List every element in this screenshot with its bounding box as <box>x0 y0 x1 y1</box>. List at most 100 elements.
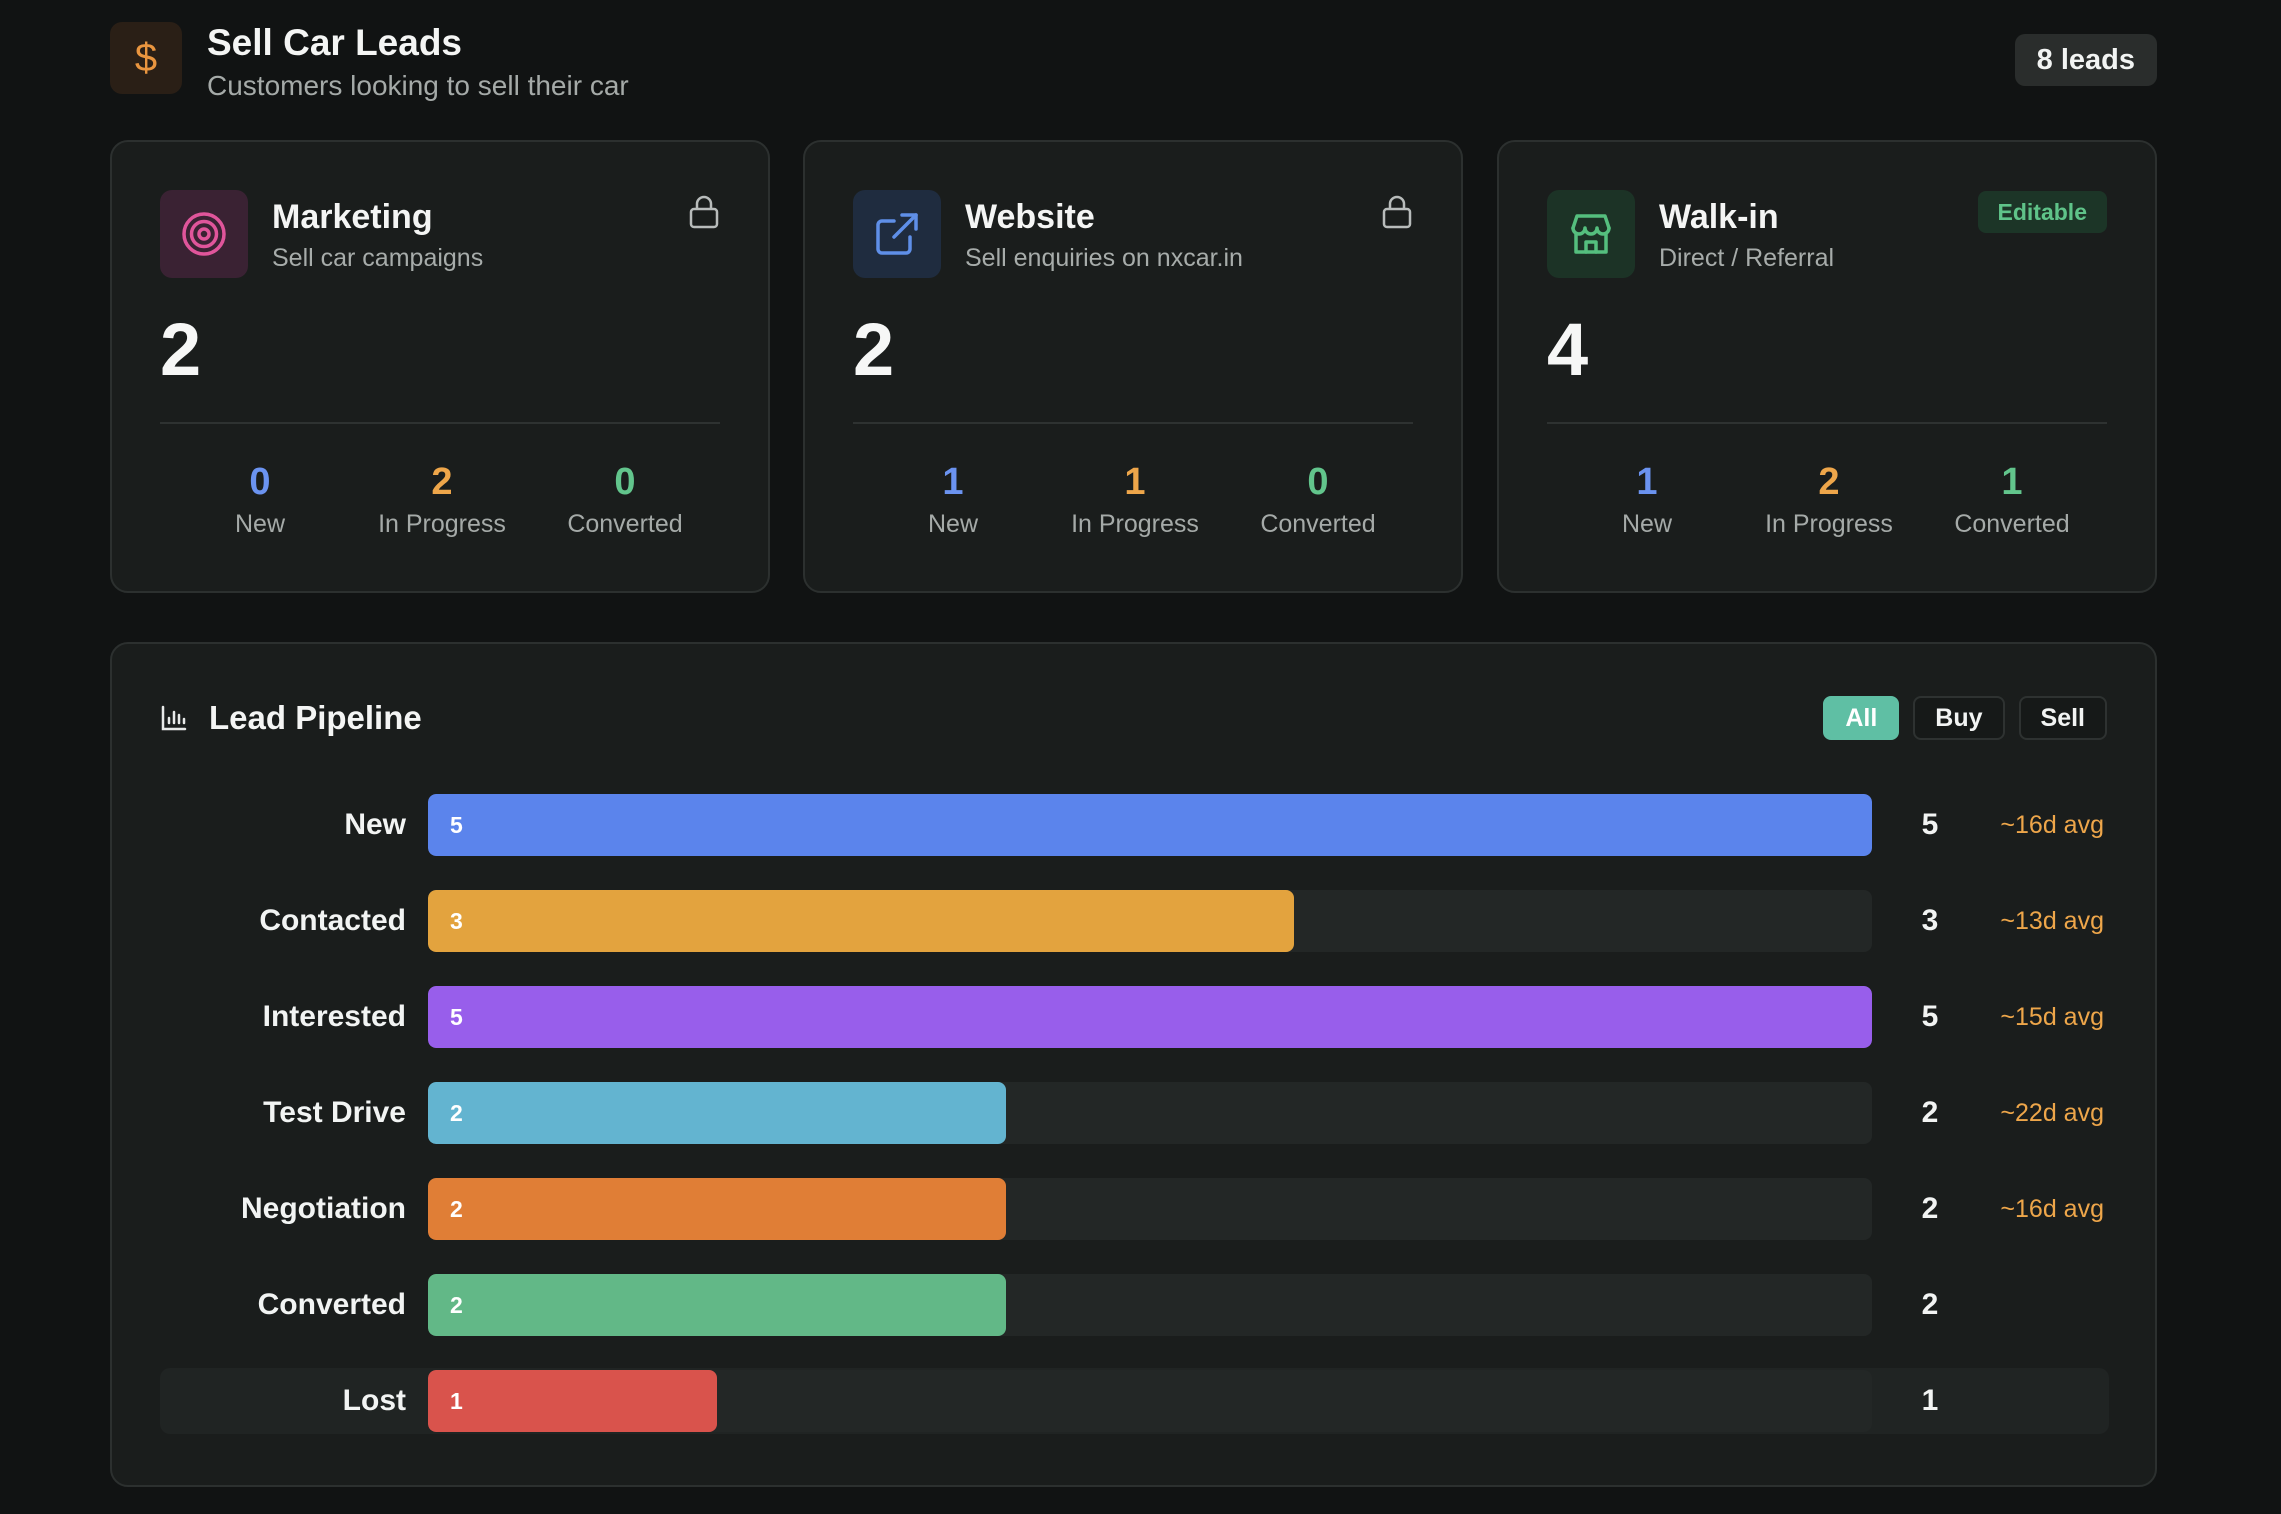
lock-icon <box>1382 195 1412 229</box>
stage-count: 2 <box>1921 1288 1939 1321</box>
stage-label: Negotiation <box>241 1192 406 1225</box>
stat-value: 1 <box>942 461 964 503</box>
stage-label: Test Drive <box>263 1096 406 1129</box>
filter-all-button[interactable]: All <box>1823 696 1900 740</box>
source-name: Marketing <box>272 198 433 236</box>
stat-value: 1 <box>1124 461 1146 503</box>
stat-in-progress: 2 In Progress <box>1734 460 1924 539</box>
stage-track: 1 <box>428 1370 1872 1432</box>
stage-count: 1 <box>1921 1384 1939 1417</box>
stat-value: 1 <box>2001 461 2023 503</box>
stage-avg <box>1990 1272 2104 1338</box>
stage-avg <box>1990 1368 2104 1434</box>
stage-track: 2 <box>428 1178 1872 1240</box>
stat-value: 2 <box>1818 461 1840 503</box>
stage-bar: 5 <box>428 794 1872 856</box>
source-description: Direct / Referral <box>1659 244 1835 272</box>
source-description: Sell car campaigns <box>272 244 484 272</box>
pipeline-filters: All Buy Sell <box>1823 696 2107 740</box>
stage-label: Lost <box>342 1384 406 1417</box>
stage-bar: 2 <box>428 1082 1006 1144</box>
stat-in-progress: 2 In Progress <box>347 460 537 539</box>
external-link-icon <box>853 190 941 278</box>
stat-label: In Progress <box>1765 510 1893 538</box>
stage-avg: ~16d avg <box>2000 1195 2104 1223</box>
page-subtitle: Customers looking to sell their car <box>207 70 629 101</box>
stat-value: 0 <box>1307 461 1329 503</box>
source-total: 4 <box>1547 308 1589 391</box>
stage-bar: 5 <box>428 986 1872 1048</box>
stage-avg: ~16d avg <box>2000 811 2104 839</box>
stage-label: Converted <box>257 1288 406 1321</box>
bar-chart-icon <box>161 705 187 731</box>
stage-label: Interested <box>262 1000 406 1033</box>
pipeline-title: Lead Pipeline <box>209 699 422 736</box>
divider <box>1547 422 2107 424</box>
stage-count: 5 <box>1921 808 1939 841</box>
filter-buy-button[interactable]: Buy <box>1913 696 2005 740</box>
stat-label: In Progress <box>1071 510 1199 538</box>
pipeline-row-test-drive[interactable]: Test Drive 2 2 ~22d avg <box>160 1080 2109 1146</box>
dollar-icon: $ <box>110 22 182 94</box>
source-name: Walk-in <box>1659 198 1779 236</box>
leads-count-badge: 8 leads <box>2014 34 2157 86</box>
stat-value: 0 <box>614 461 636 503</box>
stat-new: 1 New <box>858 460 1048 539</box>
source-card-marketing[interactable]: Marketing Sell car campaigns 2 0 New 2 I… <box>110 140 770 593</box>
pipeline-row-interested[interactable]: Interested 5 5 ~15d avg <box>160 984 2109 1050</box>
pipeline-row-lost[interactable]: Lost 1 1 <box>160 1368 2109 1434</box>
stage-count: 5 <box>1921 1000 1939 1033</box>
stat-value: 2 <box>431 461 453 503</box>
stat-in-progress: 1 In Progress <box>1040 460 1230 539</box>
stat-value: 1 <box>1636 461 1658 503</box>
source-total: 2 <box>853 308 895 391</box>
stat-new: 1 New <box>1552 460 1742 539</box>
stage-track: 5 <box>428 794 1872 856</box>
stat-label: New <box>927 510 978 538</box>
stage-label: New <box>344 808 406 841</box>
pipeline-row-new[interactable]: New 5 5 ~16d avg <box>160 792 2109 858</box>
stage-avg: ~15d avg <box>2000 1003 2104 1031</box>
stage-avg: ~13d avg <box>2000 907 2104 935</box>
pipeline-row-contacted[interactable]: Contacted 3 3 ~13d avg <box>160 888 2109 954</box>
source-card-walk-in[interactable]: Walk-in Direct / Referral Editable 4 1 N… <box>1497 140 2157 593</box>
stage-bar: 2 <box>428 1178 1006 1240</box>
source-description: Sell enquiries on nxcar.in <box>965 244 1243 272</box>
stat-label: Converted <box>1260 510 1376 538</box>
stage-label: Contacted <box>259 904 406 937</box>
stat-label: Converted <box>1954 510 2070 538</box>
store-icon <box>1547 190 1635 278</box>
source-card-website[interactable]: Website Sell enquiries on nxcar.in 2 1 N… <box>803 140 1463 593</box>
stat-converted: 0 Converted <box>1223 460 1413 539</box>
stage-track: 2 <box>428 1082 1872 1144</box>
stage-bar: 3 <box>428 890 1294 952</box>
target-icon <box>160 190 248 278</box>
lock-icon <box>689 195 719 229</box>
stat-label: New <box>234 510 285 538</box>
stat-value: 0 <box>249 461 271 503</box>
stat-converted: 1 Converted <box>1917 460 2107 539</box>
editable-badge: Editable <box>1977 191 2107 233</box>
stat-converted: 0 Converted <box>530 460 720 539</box>
stage-track: 3 <box>428 890 1872 952</box>
filter-sell-button[interactable]: Sell <box>2018 696 2107 740</box>
divider <box>853 422 1413 424</box>
stage-track: 2 <box>428 1274 1872 1336</box>
source-name: Website <box>965 198 1095 236</box>
source-total: 2 <box>160 308 202 391</box>
stage-bar: 2 <box>428 1274 1006 1336</box>
stage-count: 2 <box>1921 1192 1939 1225</box>
stat-new: 0 New <box>165 460 355 539</box>
stat-label: In Progress <box>378 510 506 538</box>
page-header: $ Sell Car Leads Customers looking to se… <box>110 22 2157 102</box>
pipeline-row-converted[interactable]: Converted 2 2 <box>160 1272 2109 1338</box>
pipeline-row-negotiation[interactable]: Negotiation 2 2 ~16d avg <box>160 1176 2109 1242</box>
divider <box>160 422 720 424</box>
page-title: Sell Car Leads <box>207 22 463 63</box>
stat-label: New <box>1621 510 1672 538</box>
stage-count: 2 <box>1921 1096 1939 1129</box>
stage-count: 3 <box>1921 904 1939 937</box>
lead-pipeline-panel: Lead Pipeline All Buy Sell New 5 5 ~16d … <box>110 642 2157 1487</box>
stage-bar: 1 <box>428 1370 717 1432</box>
